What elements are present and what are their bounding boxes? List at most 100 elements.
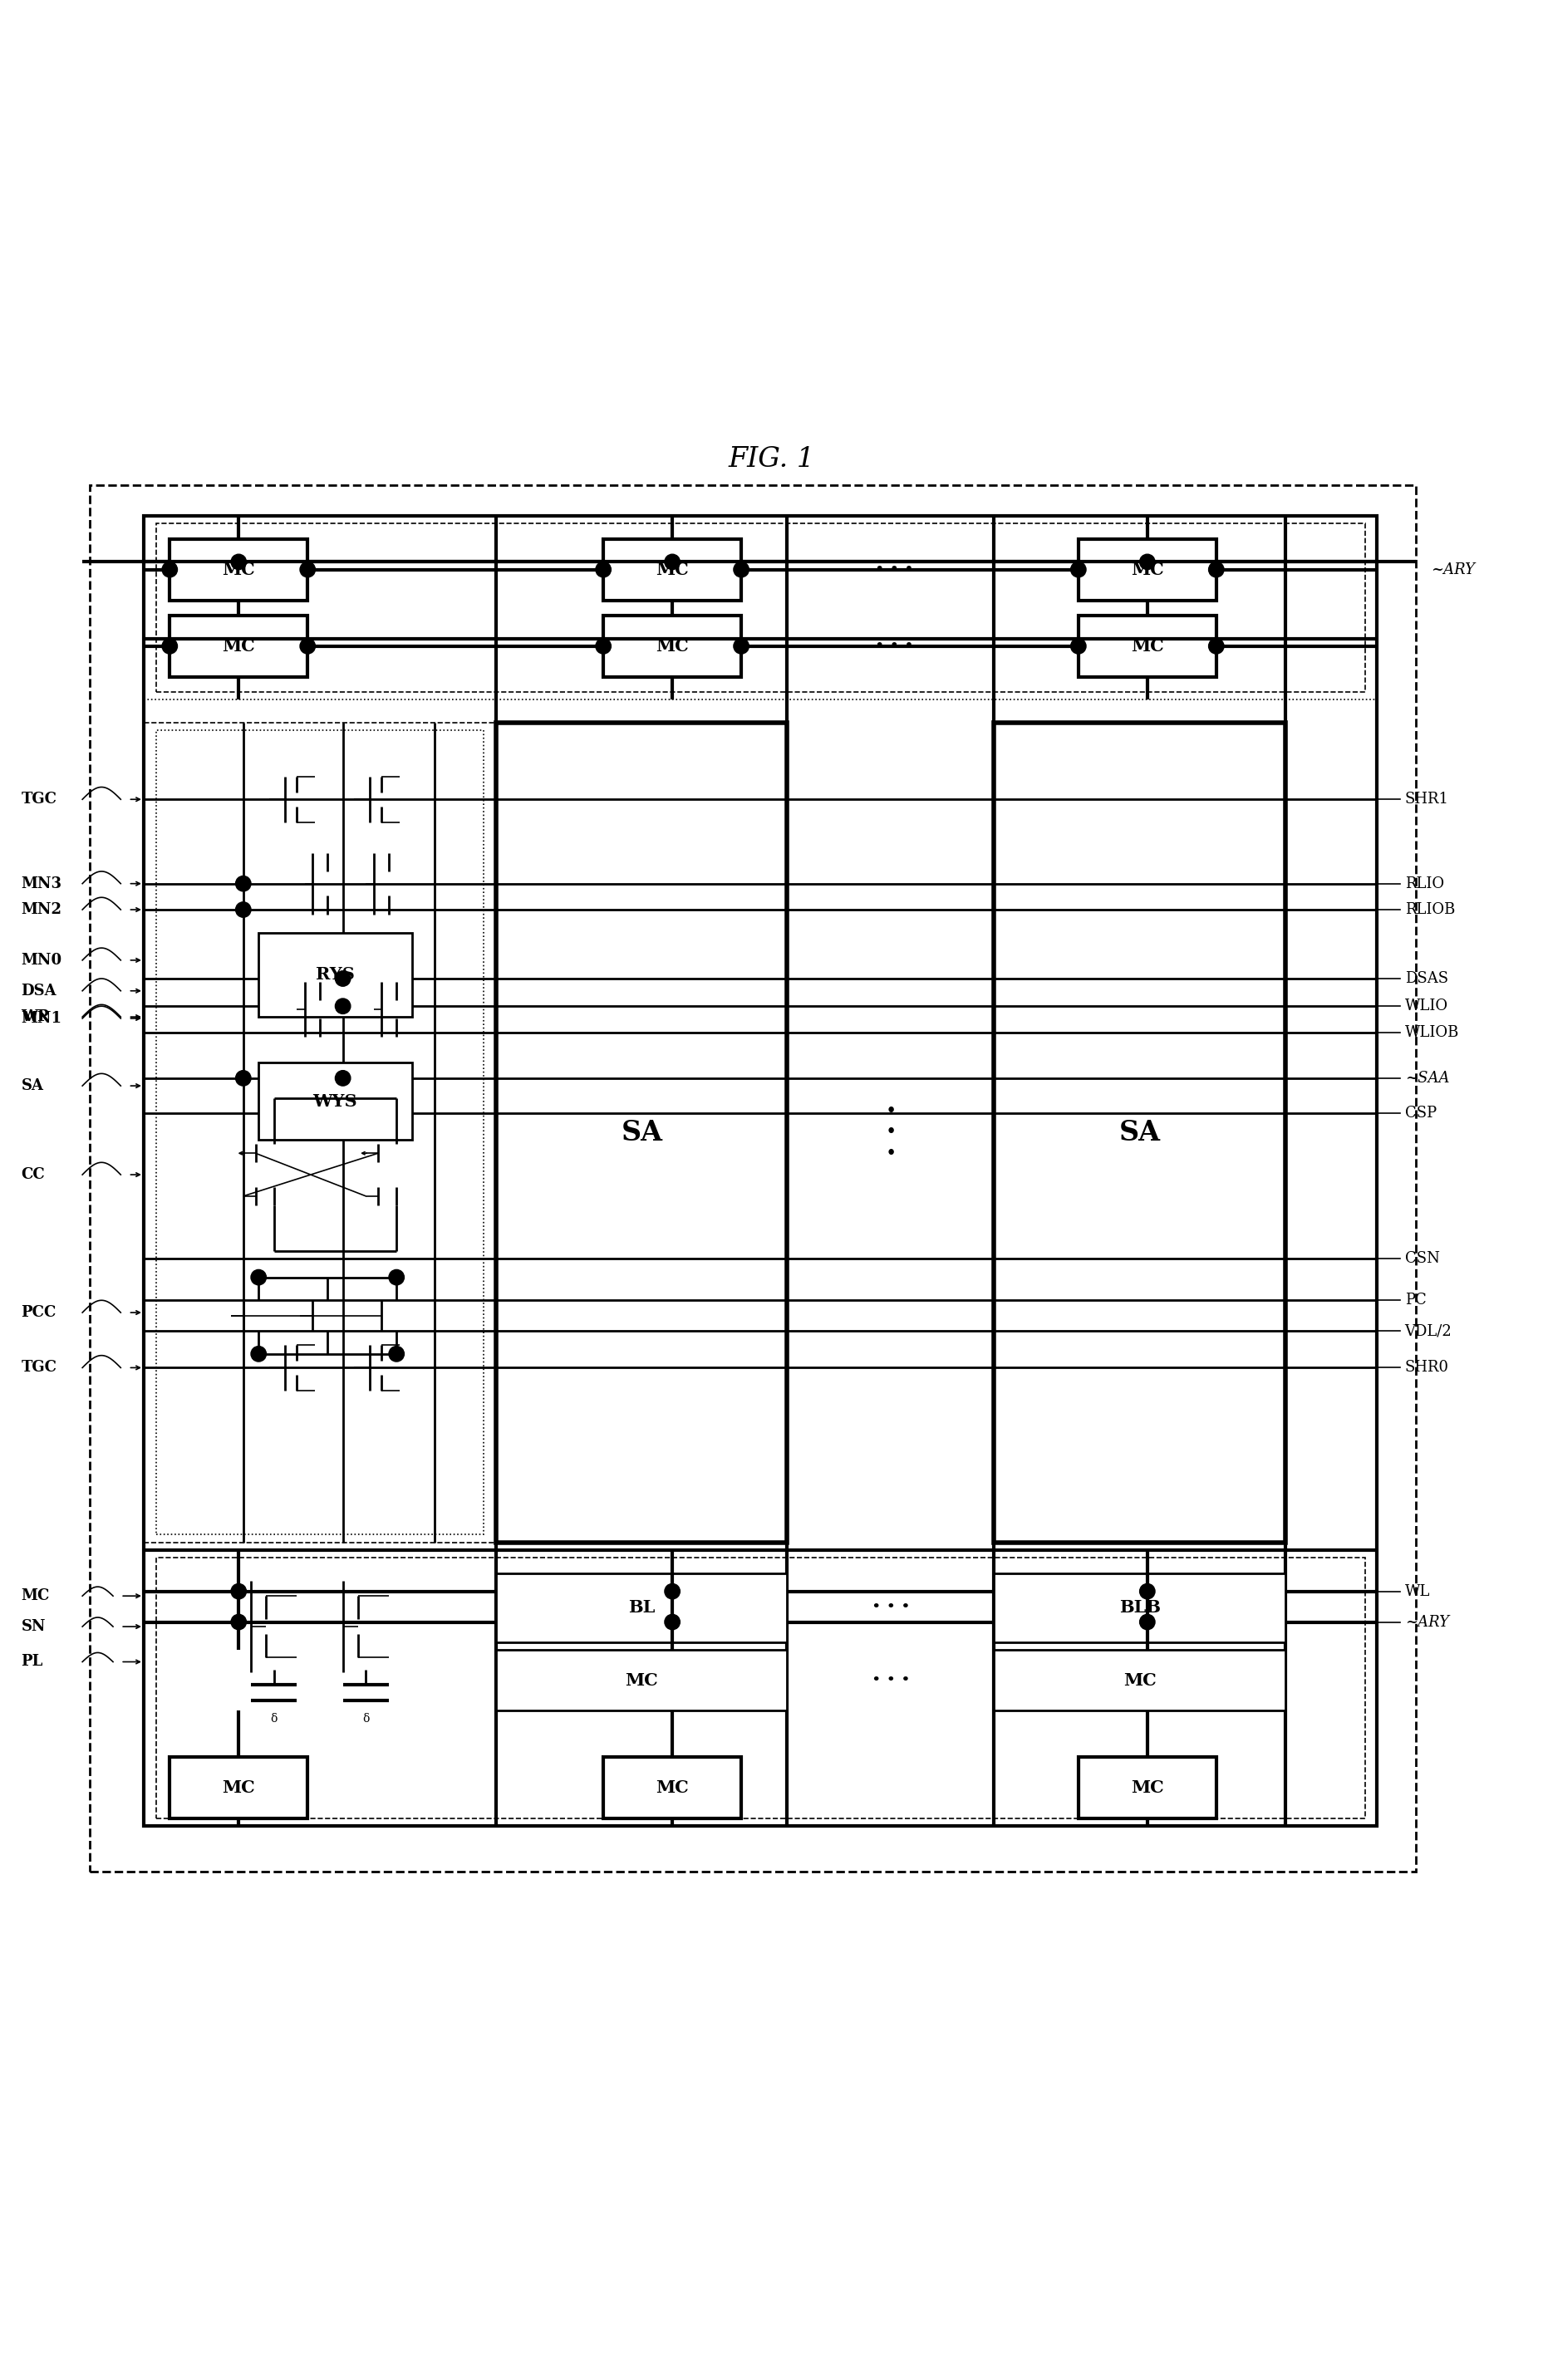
Text: MC: MC: [222, 562, 255, 578]
Circle shape: [665, 1583, 679, 1599]
Circle shape: [236, 876, 252, 890]
Bar: [603, 538, 741, 600]
Circle shape: [1071, 638, 1085, 654]
Bar: [603, 1756, 741, 1818]
Text: MN0: MN0: [22, 952, 62, 969]
Bar: [495, 1573, 787, 1642]
Circle shape: [1139, 1583, 1154, 1599]
Text: • • •: • • •: [875, 638, 913, 654]
Text: DSA: DSA: [22, 983, 57, 997]
Text: CC: CC: [22, 1166, 45, 1183]
Bar: [495, 1649, 787, 1711]
Circle shape: [665, 1614, 679, 1630]
Circle shape: [231, 1614, 247, 1630]
Text: MC: MC: [1129, 562, 1163, 578]
Bar: [994, 1573, 1284, 1642]
Text: SHR0: SHR0: [1404, 1361, 1447, 1376]
Circle shape: [231, 555, 247, 569]
Circle shape: [665, 555, 679, 569]
Circle shape: [252, 1347, 265, 1361]
Text: MN1: MN1: [22, 1011, 62, 1026]
Circle shape: [335, 971, 350, 985]
Circle shape: [162, 562, 177, 578]
Text: TGC: TGC: [22, 1361, 57, 1376]
Text: MC: MC: [656, 1780, 688, 1797]
Text: MC: MC: [625, 1671, 657, 1687]
Text: CSP: CSP: [1404, 1107, 1435, 1121]
Bar: [495, 724, 787, 1542]
Text: ~ARY: ~ARY: [1404, 1614, 1447, 1630]
Bar: [994, 1649, 1284, 1711]
Text: MC: MC: [1129, 1780, 1163, 1797]
Circle shape: [1208, 562, 1224, 578]
Bar: [1079, 1756, 1216, 1818]
Text: • • •: • • •: [870, 1599, 909, 1616]
Text: ~SAA: ~SAA: [1404, 1071, 1449, 1085]
Circle shape: [162, 638, 177, 654]
Bar: [143, 516, 1376, 1825]
Bar: [994, 724, 1284, 1542]
Text: FIG. 1: FIG. 1: [728, 445, 815, 474]
Circle shape: [299, 638, 315, 654]
Text: DSAS: DSAS: [1404, 971, 1447, 985]
Bar: [603, 616, 741, 676]
Circle shape: [236, 1071, 252, 1085]
Bar: [1079, 538, 1216, 600]
Bar: [170, 1756, 307, 1818]
Bar: [156, 1557, 1364, 1818]
Circle shape: [596, 638, 611, 654]
Circle shape: [231, 1583, 247, 1599]
Bar: [170, 538, 307, 600]
Text: MN2: MN2: [22, 902, 62, 916]
Text: WL: WL: [1404, 1583, 1429, 1599]
Text: CSN: CSN: [1404, 1252, 1438, 1266]
Text: PL: PL: [22, 1654, 43, 1668]
Circle shape: [1139, 555, 1154, 569]
Text: RLIOB: RLIOB: [1404, 902, 1454, 916]
Circle shape: [733, 638, 748, 654]
Text: MC: MC: [222, 1780, 255, 1797]
Text: SN: SN: [22, 1618, 46, 1635]
Circle shape: [596, 562, 611, 578]
Text: VDL/2: VDL/2: [1404, 1323, 1450, 1338]
Circle shape: [1208, 638, 1224, 654]
Text: WLIOB: WLIOB: [1404, 1026, 1458, 1040]
Bar: [143, 1549, 1376, 1825]
Text: SA: SA: [22, 1078, 43, 1092]
Circle shape: [389, 1269, 404, 1285]
Text: MC: MC: [22, 1587, 49, 1604]
Circle shape: [335, 1071, 350, 1085]
Text: RLIO: RLIO: [1404, 876, 1443, 890]
Text: ~ARY: ~ARY: [1430, 562, 1474, 576]
Text: MC: MC: [1123, 1671, 1156, 1687]
Bar: [259, 933, 412, 1016]
Text: • • •: • • •: [870, 1673, 909, 1687]
Bar: [156, 731, 483, 1535]
Text: BLB: BLB: [1119, 1599, 1160, 1616]
Text: SA: SA: [1119, 1119, 1160, 1147]
Circle shape: [1071, 562, 1085, 578]
Text: MC: MC: [656, 638, 688, 654]
Text: RYS: RYS: [316, 966, 355, 983]
Circle shape: [236, 902, 252, 916]
Text: •
•
•: • • •: [884, 1102, 895, 1164]
Text: • • •: • • •: [875, 562, 913, 576]
Text: WLIO: WLIO: [1404, 1000, 1447, 1014]
Text: MC: MC: [656, 562, 688, 578]
Text: WP: WP: [22, 1009, 49, 1023]
Text: δ: δ: [270, 1714, 278, 1725]
Bar: [1079, 616, 1216, 676]
Text: δ: δ: [363, 1714, 369, 1725]
Bar: [259, 1064, 412, 1140]
Circle shape: [252, 1269, 265, 1285]
Text: WYS: WYS: [313, 1092, 358, 1109]
Bar: [170, 616, 307, 676]
Circle shape: [299, 562, 315, 578]
Text: TGC: TGC: [22, 793, 57, 807]
Bar: [89, 486, 1415, 1871]
Text: MC: MC: [222, 638, 255, 654]
Text: MN3: MN3: [22, 876, 62, 890]
Text: SA: SA: [620, 1119, 662, 1147]
Text: BL: BL: [628, 1599, 654, 1616]
Text: PCC: PCC: [22, 1304, 56, 1321]
